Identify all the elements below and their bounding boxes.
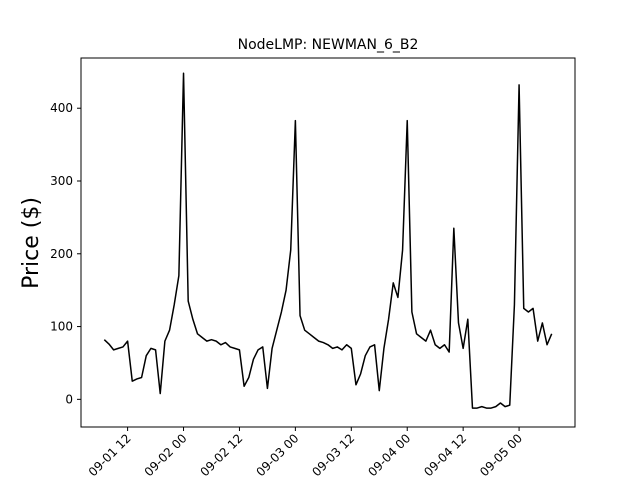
x-tick-label: 09-03 00 bbox=[253, 431, 301, 479]
y-tick-label: 300 bbox=[50, 174, 73, 188]
axes-frame bbox=[80, 57, 576, 428]
chart-title: NodeLMP: NEWMAN_6_B2 bbox=[238, 37, 419, 53]
x-tick-label: 09-02 12 bbox=[198, 431, 246, 479]
y-tick-label: 0 bbox=[65, 392, 73, 406]
x-tick-label: 09-01 12 bbox=[86, 431, 134, 479]
x-tick-label: 09-02 00 bbox=[142, 431, 190, 479]
y-tick-label: 200 bbox=[50, 247, 73, 261]
x-tick-label: 09-03 12 bbox=[309, 431, 357, 479]
y-axis-label: Price ($) bbox=[19, 197, 44, 289]
x-tick-label: 09-05 00 bbox=[477, 431, 525, 479]
series-line bbox=[103, 72, 553, 409]
y-tick-label: 100 bbox=[50, 320, 73, 334]
x-tick-label: 09-04 00 bbox=[365, 431, 413, 479]
x-tick-label: 09-04 12 bbox=[421, 431, 469, 479]
y-tick-label: 400 bbox=[50, 101, 73, 115]
